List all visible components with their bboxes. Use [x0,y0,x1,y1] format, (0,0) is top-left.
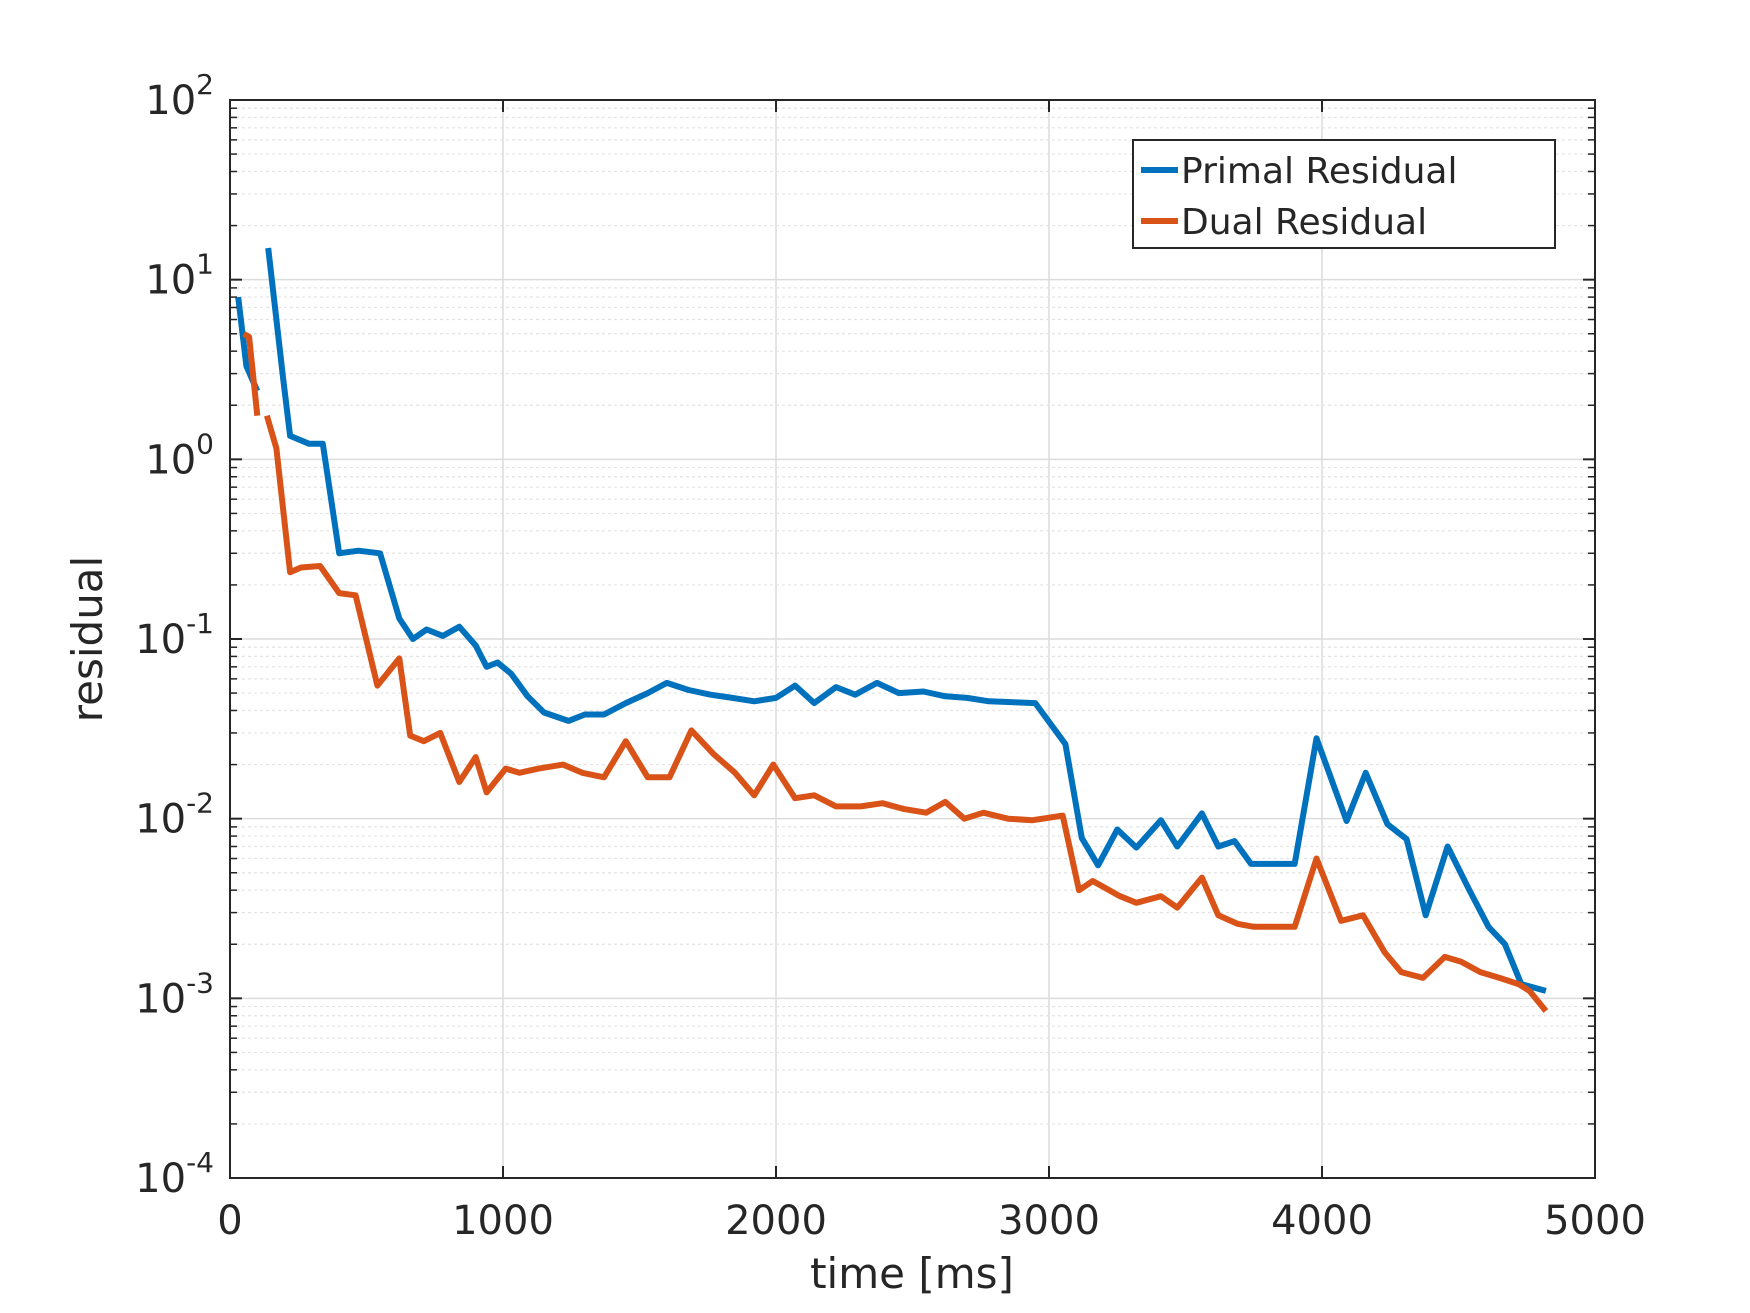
y-tick-label: 102 [145,68,214,124]
legend: Primal Residual Dual Residual [1132,139,1556,249]
dual-residual-line [264,414,1549,1013]
dual-residual-legend-label: Dual Residual [1181,202,1427,243]
x-tick-label: 1000 [452,1198,554,1244]
y-axis-title: residual [63,556,112,722]
axis-ticks [229,99,1596,1179]
grid [229,99,1596,1179]
primal-residual-legend-label: Primal Residual [1181,151,1458,192]
y-tick-label: 10-1 [135,607,214,663]
y-tick-label: 101 [145,248,214,304]
primal-residual-line [265,247,1547,994]
dual-residual-line [242,331,261,417]
series-lines [235,247,1549,1013]
legend-box [1132,139,1556,249]
y-tick-label: 10-2 [135,787,214,843]
y-tick-label: 10-4 [135,1146,214,1202]
x-tick-label: 0 [217,1198,242,1244]
x-tick-label: 2000 [725,1198,827,1244]
y-tick-labels: 10-4 10-3 10-2 10-1 100 101 102 [135,68,214,1202]
x-tick-label: 4000 [1271,1198,1373,1244]
x-tick-label: 3000 [998,1198,1100,1244]
x-tick-label: 5000 [1544,1198,1646,1244]
x-tick-labels: 0 1000 2000 3000 4000 5000 [217,1198,1646,1244]
y-tick-label: 10-3 [135,966,214,1022]
x-axis-title: time [ms] [810,1249,1014,1298]
y-tick-label: 100 [145,427,214,483]
